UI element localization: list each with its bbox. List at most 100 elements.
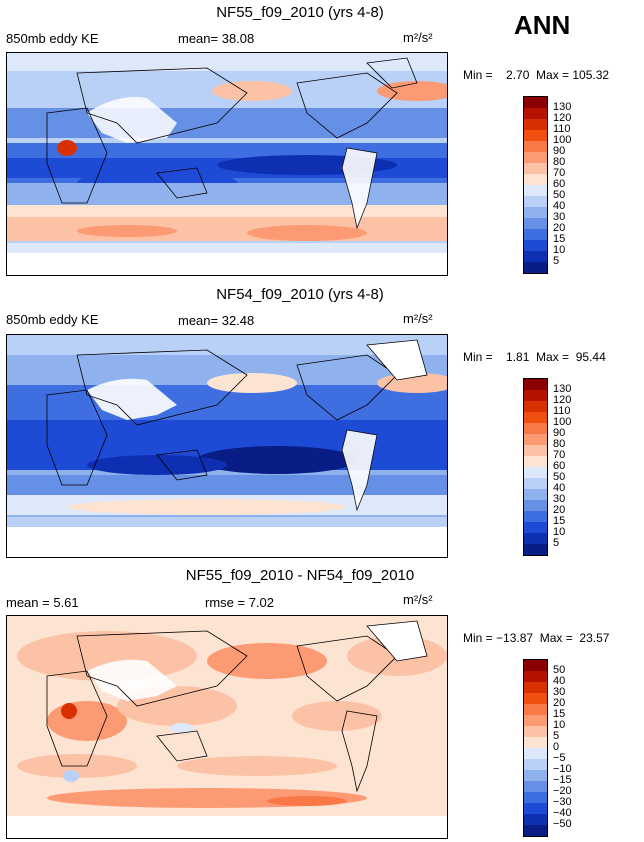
colorbar-swatch <box>524 434 547 445</box>
panel-1-mean-label: mean= 38.08 <box>178 31 255 46</box>
panel-2-mean-label: mean= 32.48 <box>178 313 255 328</box>
colorbar-tick-label: −15 <box>553 774 572 786</box>
colorbar-tick-label: 10 <box>553 719 566 731</box>
panel-2-units: m²/s² <box>403 311 433 326</box>
colorbar-swatch <box>524 660 547 671</box>
colorbar-swatch <box>524 511 547 522</box>
colorbar-tick-label: 60 <box>553 178 566 190</box>
colorbar-swatch <box>524 715 547 726</box>
colorbar-swatch <box>524 737 547 748</box>
colorbar-tick-label: −50 <box>553 818 572 830</box>
colorbar-tick-label: 40 <box>553 675 566 687</box>
colorbar-swatch <box>524 500 547 511</box>
panel-2-colorbar <box>523 378 548 556</box>
colorbar-swatch <box>524 544 547 555</box>
colorbar-tick-label: 30 <box>553 211 566 223</box>
panel-3-map-field <box>7 616 447 838</box>
colorbar-tick-label: 130 <box>553 383 572 395</box>
colorbar-swatch <box>524 770 547 781</box>
panel-2-map-field <box>7 335 447 557</box>
colorbar-swatch <box>524 803 547 814</box>
colorbar-swatch <box>524 781 547 792</box>
colorbar-swatch <box>524 262 547 273</box>
colorbar-tick-label: −30 <box>553 796 572 808</box>
colorbar-tick-label: 20 <box>553 222 566 234</box>
colorbar-tick-label: 70 <box>553 167 566 179</box>
colorbar-tick-label: 80 <box>553 438 566 450</box>
colorbar-swatch <box>524 251 547 262</box>
colorbar-swatch <box>524 825 547 836</box>
colorbar-tick-label: 90 <box>553 145 566 157</box>
colorbar-swatch <box>524 682 547 693</box>
colorbar-tick-label: −20 <box>553 785 572 797</box>
colorbar-swatch <box>524 533 547 544</box>
panel-3-title: NF55_f09_2010 - NF54_f09_2010 <box>185 567 415 584</box>
panel-1-colorbar <box>523 96 548 274</box>
colorbar-tick-label: 100 <box>553 416 572 428</box>
colorbar-swatch <box>524 119 547 130</box>
season-label: ANN <box>514 10 571 40</box>
panel-3-colorbar <box>523 659 548 837</box>
colorbar-swatch <box>524 152 547 163</box>
colorbar-swatch <box>524 196 547 207</box>
colorbar-tick-label: −10 <box>553 763 572 775</box>
colorbar-swatch <box>524 423 547 434</box>
colorbar-tick-label: 30 <box>553 493 566 505</box>
panel-3-units: m²/s² <box>403 592 433 607</box>
colorbar-swatch <box>524 759 547 770</box>
panel-3-mean-label: mean = 5.61 <box>6 595 79 610</box>
colorbar-swatch <box>524 240 547 251</box>
colorbar-swatch <box>524 693 547 704</box>
panel-2-map <box>6 334 448 558</box>
colorbar-swatch <box>524 445 547 456</box>
colorbar-tick-label: 120 <box>553 394 572 406</box>
colorbar-tick-label: 80 <box>553 156 566 168</box>
colorbar-swatch <box>524 97 547 108</box>
colorbar-swatch <box>524 163 547 174</box>
panel-3-minmax: Min = −13.87 Max = 23.57 <box>463 631 610 645</box>
colorbar-tick-label: 15 <box>553 708 566 720</box>
colorbar-tick-label: 10 <box>553 244 566 256</box>
colorbar-swatch <box>524 489 547 500</box>
colorbar-tick-label: 15 <box>553 515 566 527</box>
colorbar-swatch <box>524 412 547 423</box>
colorbar-tick-label: 110 <box>553 123 571 135</box>
colorbar-swatch <box>524 704 547 715</box>
colorbar-swatch <box>524 671 547 682</box>
colorbar-tick-label: 50 <box>553 471 566 483</box>
colorbar-swatch <box>524 379 547 390</box>
panel-3-rmse-label: rmse = 7.02 <box>205 595 275 610</box>
colorbar-swatch <box>524 814 547 825</box>
panel-1-map <box>6 52 448 276</box>
colorbar-swatch <box>524 229 547 240</box>
colorbar-swatch <box>524 108 547 119</box>
panel-2-variable-label: 850mb eddy KE <box>6 312 99 327</box>
panel-1-units: m²/s² <box>403 30 433 45</box>
panel-2-title: NF54_f09_2010 (yrs 4-8) <box>216 286 384 303</box>
colorbar-swatch <box>524 390 547 401</box>
colorbar-swatch <box>524 478 547 489</box>
colorbar-swatch <box>524 401 547 412</box>
colorbar-tick-label: 5 <box>553 537 560 549</box>
colorbar-tick-label: 5 <box>553 255 560 267</box>
panel-1-title: NF55_f09_2010 (yrs 4-8) <box>216 4 384 21</box>
colorbar-tick-label: −40 <box>553 807 572 819</box>
colorbar-tick-label: 50 <box>553 664 566 676</box>
colorbar-tick-label: 60 <box>553 460 566 472</box>
colorbar-tick-label: 120 <box>553 112 572 124</box>
colorbar-swatch <box>524 130 547 141</box>
colorbar-swatch <box>524 467 547 478</box>
panel-1-variable-label: 850mb eddy KE <box>6 31 99 46</box>
panel-2-minmax: Min = 1.81 Max = 95.44 <box>463 350 606 364</box>
colorbar-tick-label: 30 <box>553 686 566 698</box>
colorbar-tick-label: 70 <box>553 449 566 461</box>
colorbar-tick-label: 90 <box>553 427 566 439</box>
colorbar-tick-label: 100 <box>553 134 572 146</box>
colorbar-swatch <box>524 141 547 152</box>
colorbar-tick-label: 130 <box>553 101 572 113</box>
colorbar-tick-label: 10 <box>553 526 566 538</box>
colorbar-swatch <box>524 456 547 467</box>
colorbar-tick-label: 5 <box>553 730 560 742</box>
colorbar-tick-label: 110 <box>553 405 571 417</box>
colorbar-swatch <box>524 174 547 185</box>
